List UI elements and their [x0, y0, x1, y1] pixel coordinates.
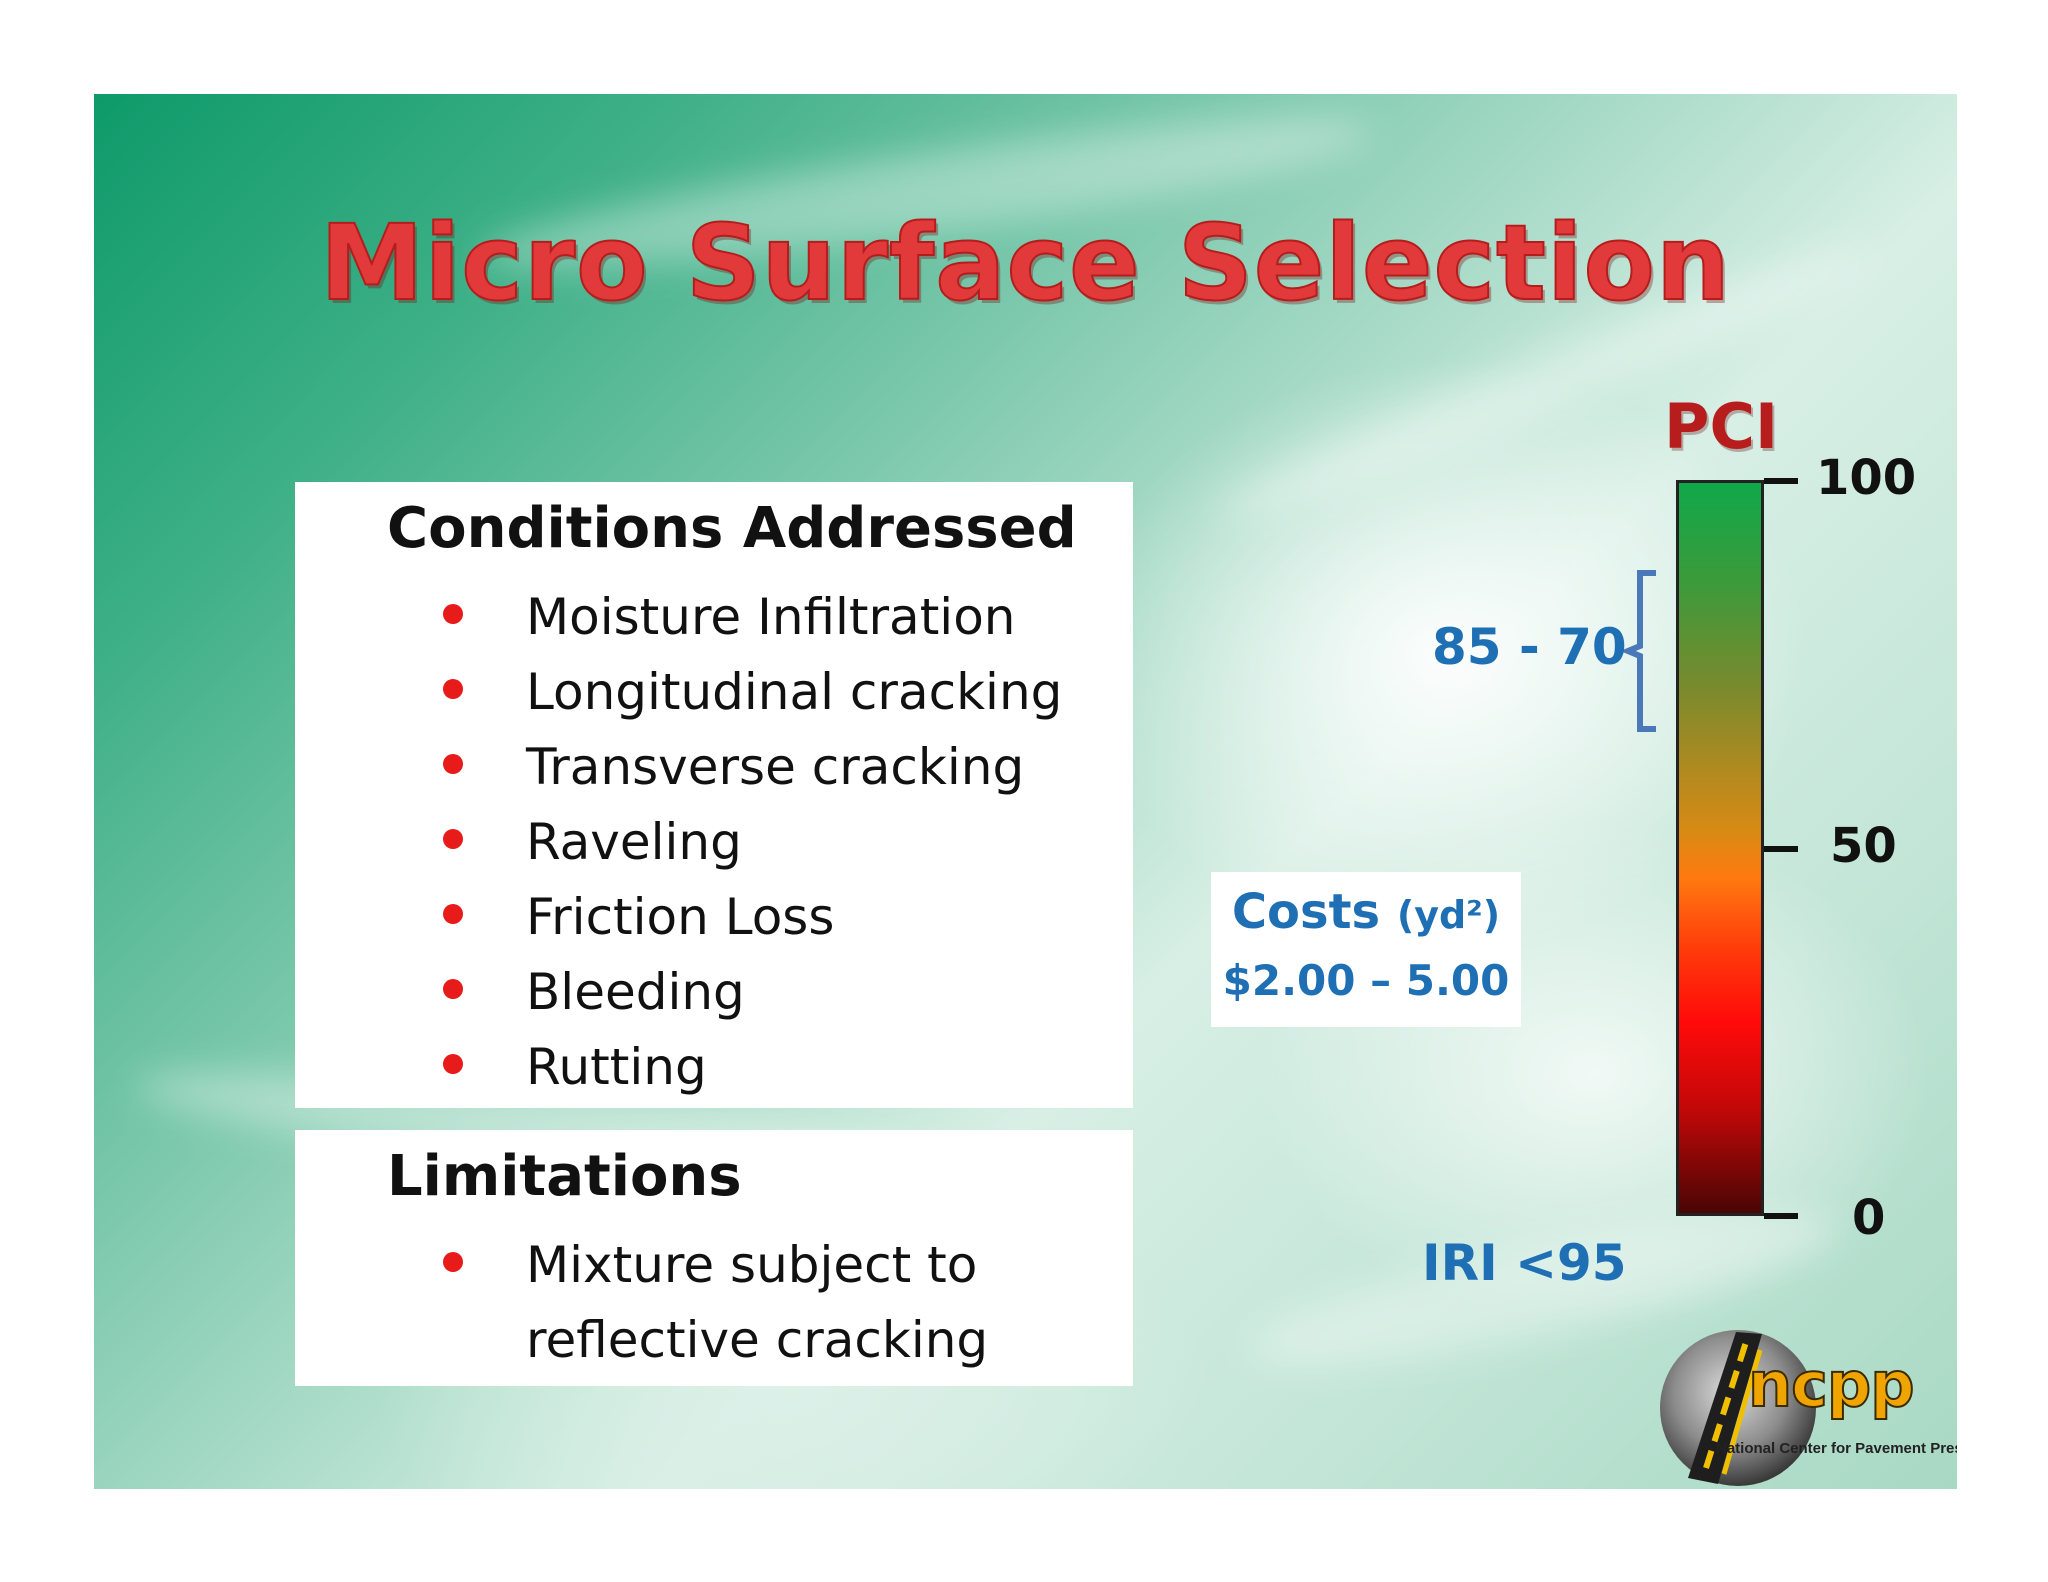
costs-value: $2.00 – 5.00: [1222, 956, 1510, 1005]
bullet-icon: [443, 1252, 463, 1272]
tick-mark-50: [1764, 846, 1798, 852]
list-item: Rutting: [295, 1030, 1133, 1105]
bullet-icon: [443, 679, 463, 699]
list-item: Moisture Infiltration: [295, 580, 1133, 655]
logo-tagline: National Center for Pavement Preservatio…: [1716, 1440, 1957, 1457]
list-item: Raveling: [295, 805, 1133, 880]
costs-box: Costs (yd²) $2.00 – 5.00: [1211, 872, 1521, 1027]
limitations-panel: Limitations Mixture subject to reflectiv…: [295, 1130, 1133, 1386]
condition-text: Raveling: [526, 813, 742, 871]
limitations-heading: Limitations: [387, 1144, 742, 1209]
bullet-icon: [443, 604, 463, 624]
ncpp-logo: ncpp National Center for Pavement Preser…: [1658, 1328, 1957, 1488]
tick-label-100: 100: [1816, 450, 1917, 506]
bullet-icon: [443, 979, 463, 999]
condition-text: Bleeding: [526, 963, 745, 1021]
condition-text: Friction Loss: [526, 888, 835, 946]
costs-label: Costs: [1231, 884, 1381, 940]
limitation-text: Mixture subject to reflective cracking: [526, 1236, 989, 1369]
condition-text: Longitudinal cracking: [526, 663, 1063, 721]
tick-mark-100: [1764, 478, 1798, 484]
conditions-heading: Conditions Addressed: [387, 496, 1077, 561]
logo-wordmark: ncpp: [1747, 1347, 1916, 1422]
bullet-icon: [443, 904, 463, 924]
list-item: Bleeding: [295, 955, 1133, 1030]
slide: Micro Surface Selection Conditions Addre…: [94, 94, 1957, 1489]
pci-range-bracket: [1620, 570, 1656, 732]
condition-text: Moisture Infiltration: [526, 588, 1016, 646]
ncpp-logo-mark: [1660, 1330, 1816, 1486]
tick-label-50: 50: [1830, 818, 1897, 874]
list-item: Transverse cracking: [295, 730, 1133, 805]
slide-title: Micro Surface Selection: [319, 201, 1731, 325]
list-item: Longitudinal cracking: [295, 655, 1133, 730]
tick-label-0: 0: [1852, 1190, 1886, 1246]
pci-gradient-bar: [1676, 480, 1764, 1216]
condition-text: Transverse cracking: [526, 738, 1025, 796]
tick-mark-0: [1764, 1213, 1798, 1219]
bullet-icon: [443, 754, 463, 774]
list-item: Mixture subject to reflective cracking: [295, 1228, 1133, 1378]
bullet-icon: [443, 829, 463, 849]
conditions-panel: Conditions Addressed Moisture Infiltrati…: [295, 482, 1133, 1108]
costs-label-row: Costs (yd²): [1211, 884, 1521, 940]
limitations-list: Mixture subject to reflective cracking: [295, 1228, 1133, 1378]
conditions-list: Moisture Infiltration Longitudinal crack…: [295, 580, 1133, 1105]
iri-label: IRI <95: [1422, 1234, 1627, 1292]
pci-range-label: 85 - 70: [1432, 618, 1627, 676]
costs-unit: (yd²): [1396, 893, 1501, 937]
pci-title: PCI: [1664, 390, 1779, 463]
list-item: Friction Loss: [295, 880, 1133, 955]
condition-text: Rutting: [526, 1038, 707, 1096]
bullet-icon: [443, 1054, 463, 1074]
